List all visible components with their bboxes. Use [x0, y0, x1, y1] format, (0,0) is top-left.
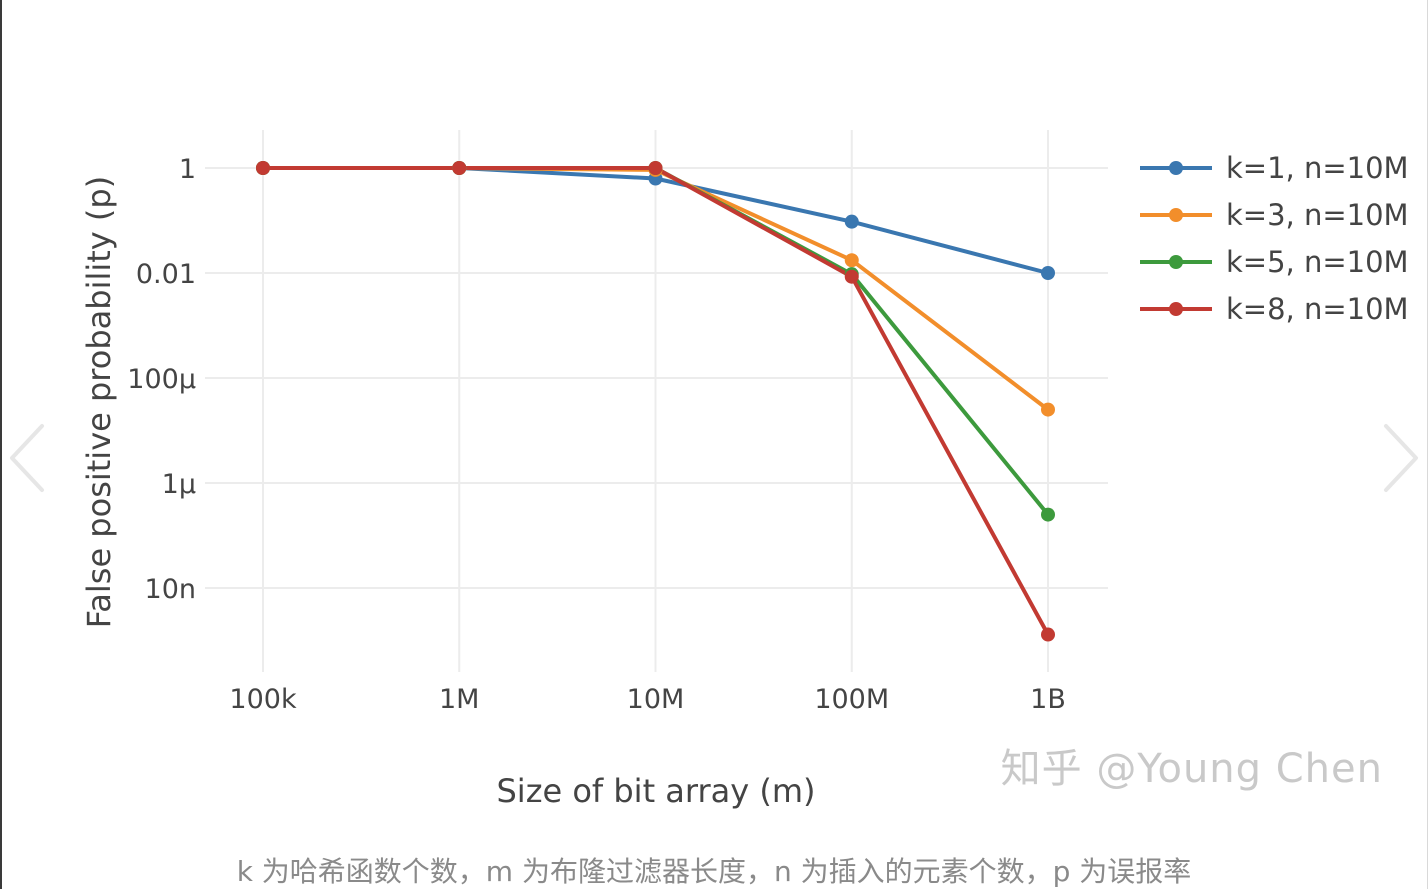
data-point: [1041, 266, 1055, 280]
legend-label: k=3, n=10M: [1226, 198, 1409, 232]
y-axis-title: False positive probability (p): [80, 176, 118, 628]
data-point: [1041, 402, 1055, 417]
legend-item[interactable]: k=3, n=10M: [1140, 198, 1409, 232]
data-point: [452, 161, 467, 175]
x-tick-label: 100k: [229, 684, 297, 715]
y-tick-label: 1: [179, 154, 196, 185]
legend-item[interactable]: k=8, n=10M: [1140, 292, 1409, 326]
legend-item[interactable]: k=1, n=10M: [1140, 151, 1409, 185]
x-axis-ticks: 100k 1M 10M 100M 1B: [229, 684, 1065, 715]
prev-image-button[interactable]: [4, 420, 48, 496]
data-point: [648, 161, 663, 175]
data-point: [1041, 627, 1055, 642]
viewer-frame-left: [0, 0, 2, 889]
legend-swatch-marker: [1169, 208, 1183, 222]
x-tick-label: 100M: [814, 684, 889, 715]
legend-label: k=8, n=10M: [1226, 292, 1409, 326]
x-tick-label: 1M: [439, 684, 479, 715]
legend-label: k=1, n=10M: [1226, 151, 1409, 185]
series-lines: [256, 161, 1055, 642]
legend-swatch-marker: [1169, 255, 1183, 269]
x-axis-title: Size of bit array (m): [496, 772, 815, 810]
y-axis-ticks: 1 0.01 100μ 1μ 10n: [127, 154, 196, 605]
data-point: [844, 214, 859, 229]
data-point: [844, 253, 859, 268]
legend-swatch-marker: [1169, 161, 1183, 175]
image-caption: k 为哈希函数个数，m 为布隆过滤器长度，n 为插入的元素个数，p 为误报率: [236, 855, 1192, 888]
y-tick-label: 1μ: [162, 469, 196, 500]
legend-label: k=5, n=10M: [1226, 245, 1409, 279]
legend-item[interactable]: k=5, n=10M: [1140, 245, 1409, 279]
watermark-text: 知乎 @Young Chen: [1001, 746, 1383, 792]
legend: k=1, n=10M k=3, n=10M k=5, n=10M k=8, n=10M: [1140, 151, 1409, 326]
y-tick-label: 10n: [145, 574, 196, 605]
y-tick-label: 0.01: [136, 259, 196, 290]
y-tick-label: 100μ: [127, 364, 196, 395]
grid-lines: [205, 130, 1108, 672]
chevron-right-icon: [1384, 424, 1418, 492]
x-tick-label: 1B: [1030, 684, 1066, 715]
chevron-left-icon: [10, 424, 44, 492]
next-image-button[interactable]: [1380, 420, 1424, 496]
data-point: [256, 161, 270, 175]
x-tick-label: 10M: [627, 684, 685, 715]
legend-swatch-marker: [1169, 302, 1183, 316]
data-point: [844, 269, 859, 284]
data-point: [1041, 507, 1055, 522]
